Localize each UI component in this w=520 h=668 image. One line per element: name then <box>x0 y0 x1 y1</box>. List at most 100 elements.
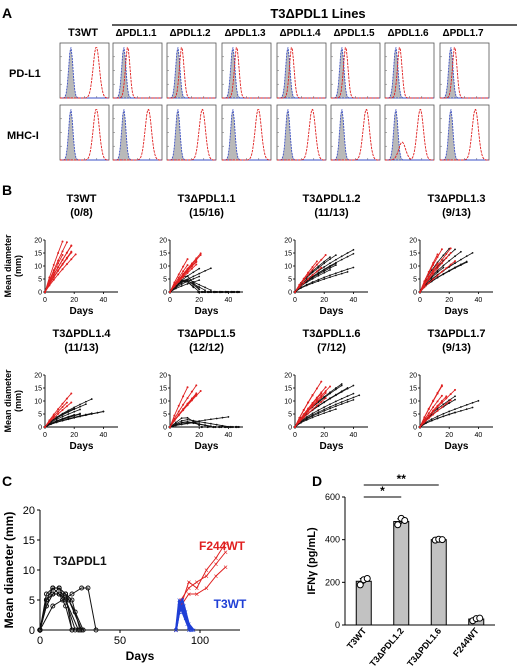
growth-curve-point <box>454 398 456 401</box>
growth-curve-point <box>49 421 52 424</box>
series-point: × <box>177 608 182 617</box>
panel-letter-b: B <box>2 182 12 198</box>
growth-curve-point <box>427 282 430 285</box>
growth-curve-progressing <box>169 421 200 428</box>
growth-plot-count: (11/13) <box>314 207 349 219</box>
growth-curve-point <box>323 396 326 399</box>
growth-curve-point <box>436 271 439 274</box>
series-point <box>43 603 49 609</box>
growth-curve-point <box>180 285 183 287</box>
y-tick-label: 0 <box>163 290 167 297</box>
growth-curve-point <box>305 281 308 284</box>
data-point <box>394 521 402 529</box>
significance-label: * <box>380 484 385 498</box>
growth-curve-point <box>182 395 185 398</box>
growth-curve-point <box>436 391 439 394</box>
growth-curve-point <box>186 275 189 278</box>
y-tick-label: 10 <box>34 399 42 406</box>
growth-curve-point <box>198 272 201 275</box>
growth-curve-fast <box>419 249 443 293</box>
growth-curve-point <box>209 418 212 421</box>
stain-histogram <box>113 108 162 161</box>
growth-curve-point <box>340 401 343 403</box>
growth-plot-count: (7/12) <box>317 342 346 354</box>
x-tick-label: 20 <box>195 432 203 439</box>
series-point <box>56 591 62 597</box>
growth-curve-point <box>334 400 337 403</box>
growth-curve-point <box>358 394 361 397</box>
growth-curve-point <box>79 405 81 408</box>
growth-curve-point <box>44 426 46 428</box>
y-tick-label: 0 <box>38 425 42 432</box>
zero-point <box>207 290 210 294</box>
growth-curve-point <box>198 283 201 286</box>
growth-curve-point <box>204 286 206 289</box>
growth-curve-point <box>199 390 202 393</box>
growth-curve-point <box>315 397 318 400</box>
series-point: × <box>180 608 185 617</box>
growth-curve-point <box>180 419 183 422</box>
series-line <box>175 599 193 631</box>
y-tick-label: 15 <box>409 386 417 393</box>
growth-curve-point <box>73 416 76 419</box>
control-column-label: T3WT <box>68 27 98 39</box>
zero-point <box>221 290 224 294</box>
growth-curve-point <box>173 419 176 422</box>
growth-curve-point <box>65 263 68 266</box>
series-point: × <box>223 563 228 572</box>
growth-curve-point <box>192 271 195 274</box>
growth-curve-point <box>436 415 439 418</box>
growth-curve-point <box>323 408 326 411</box>
growth-curve-point <box>459 250 462 253</box>
growth-plot-count: (15/16) <box>189 207 224 219</box>
growth-curve-point <box>323 412 326 415</box>
growth-curve-point <box>67 413 70 415</box>
growth-curve-point <box>334 272 337 275</box>
growth-curve-point <box>346 252 349 254</box>
growth-curve-point <box>195 394 198 397</box>
growth-curve-point <box>174 423 177 426</box>
series-point <box>59 597 65 603</box>
growth-curve-point <box>340 390 343 393</box>
growth-curve-point <box>49 422 52 425</box>
growth-curve-point <box>190 267 193 270</box>
row-label-mhci: MHC-I <box>7 130 39 142</box>
growth-curve-point <box>317 401 320 404</box>
growth-curve-point <box>169 291 171 293</box>
growth-curve-point <box>449 393 452 396</box>
growth-curve-point <box>323 262 326 265</box>
series-point: × <box>191 626 196 635</box>
growth-curve-point <box>311 404 314 407</box>
growth-curve-point <box>169 426 171 428</box>
growth-curve-point <box>436 253 439 256</box>
growth-curve-point <box>334 387 337 389</box>
growth-curve-point <box>432 399 435 402</box>
series-line <box>175 603 195 631</box>
series-point: × <box>186 584 191 593</box>
growth-curve-point <box>57 262 60 265</box>
growth-curve-point <box>186 418 189 421</box>
growth-curve-point <box>440 258 443 261</box>
growth-curve-point <box>445 257 448 260</box>
series-point <box>63 591 69 597</box>
growth-curve-point <box>302 409 305 412</box>
histogram-pdl1-6 <box>330 42 381 99</box>
category-label: T3ΔPDL1.6 <box>405 626 443 668</box>
y-tick-label: 5 <box>413 277 417 284</box>
growth-curve-point <box>436 417 439 420</box>
growth-curve-point <box>323 276 326 279</box>
growth-curve-point <box>298 420 301 423</box>
growth-curve-point <box>340 258 343 261</box>
growth-curve-point <box>204 421 206 424</box>
growth-curve-point <box>329 274 331 277</box>
growth-curve-point <box>329 267 331 269</box>
series-point: × <box>194 584 199 593</box>
stain-histogram <box>331 108 380 161</box>
y-tick-label: 0 <box>38 290 42 297</box>
series-point <box>79 627 85 633</box>
growth-curve-point <box>84 414 87 416</box>
growth-curve-point <box>305 419 308 421</box>
growth-curve-point <box>436 406 439 409</box>
growth-plot-count: (0/8) <box>70 207 93 219</box>
growth-curve-point <box>315 260 318 263</box>
